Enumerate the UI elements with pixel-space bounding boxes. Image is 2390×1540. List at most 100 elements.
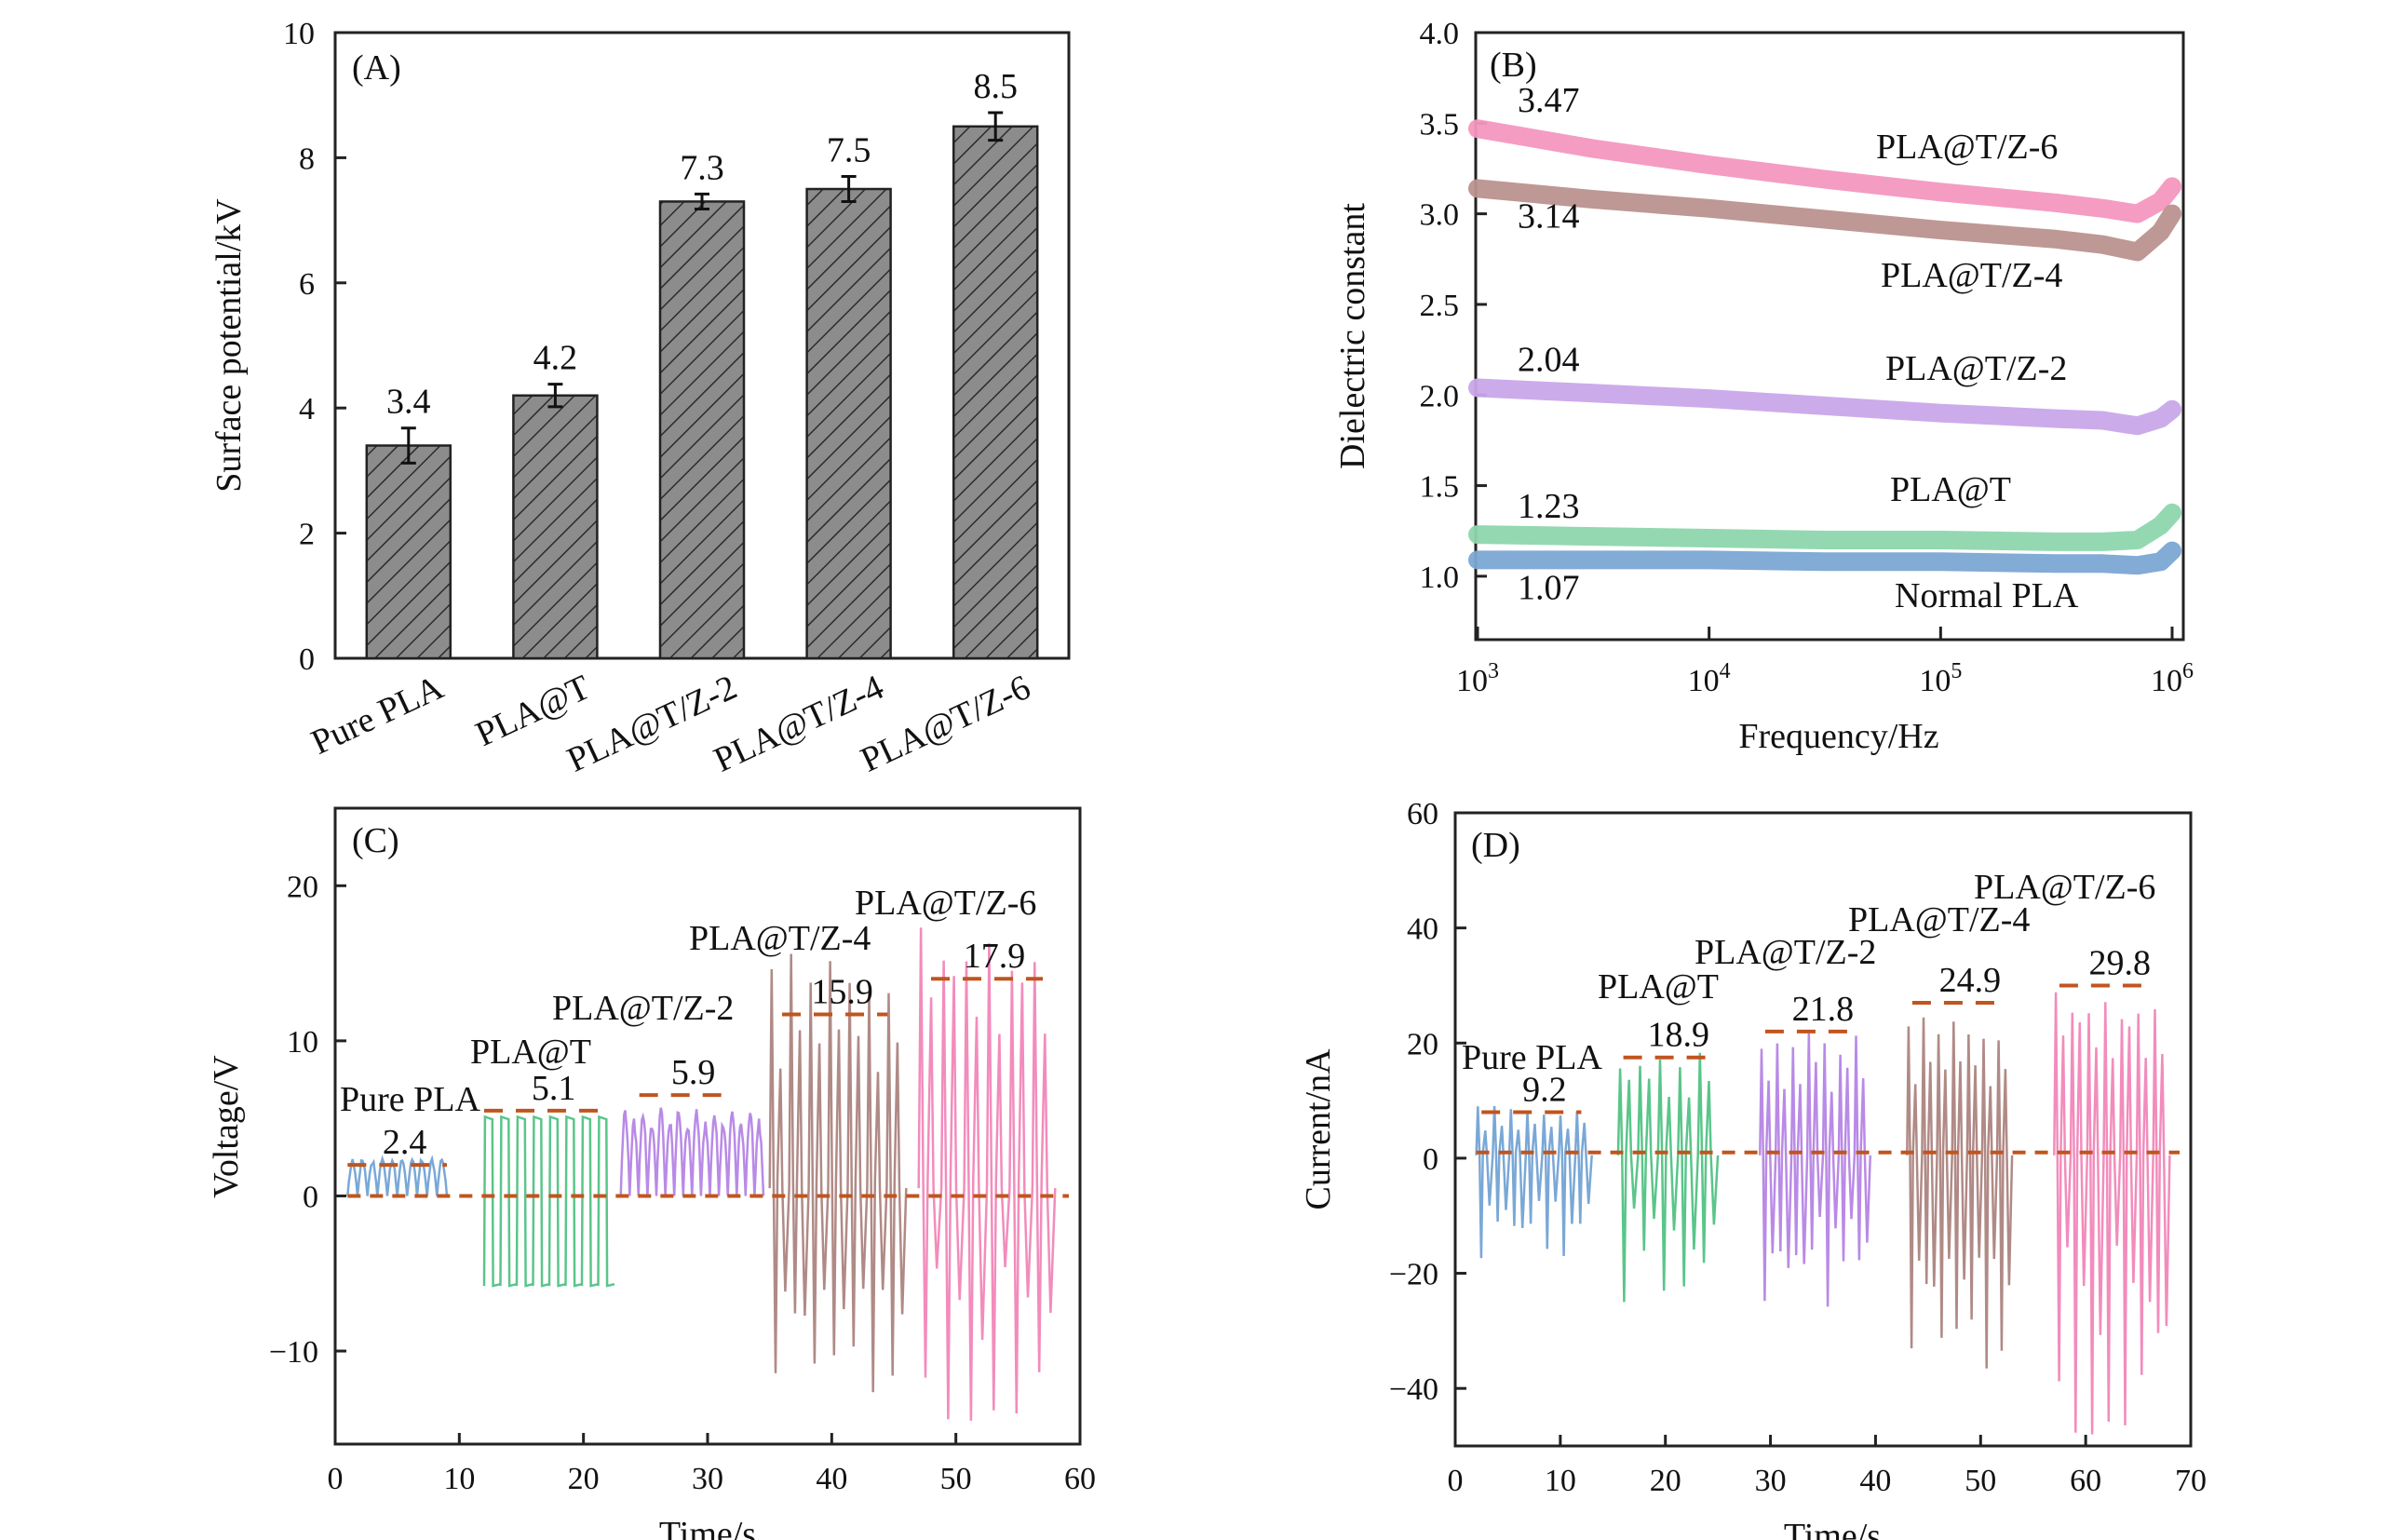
series-line <box>1468 378 2181 436</box>
series-label: PLA@T/Z-4 <box>1848 900 2030 939</box>
series-label: Pure PLA <box>340 1080 481 1119</box>
x-tick-label: 10 <box>443 1462 475 1496</box>
data-label: 7.5 <box>827 131 871 170</box>
series-line <box>1468 179 2181 262</box>
y-tick-label: −40 <box>1389 1372 1438 1407</box>
series-label: PLA@T/Z-6 <box>855 884 1036 923</box>
y-tick-label: 6 <box>299 267 315 302</box>
y-tick-label: 1.5 <box>1420 470 1460 505</box>
y-tick-label: 10 <box>287 1025 318 1060</box>
signal-trace <box>482 1114 615 1288</box>
x-tick-base: 10 <box>2151 664 2182 698</box>
y-tick-label: 2.0 <box>1420 379 1460 413</box>
x-tick-exponent: 5 <box>1951 659 1962 683</box>
start-value-label: 3.14 <box>1518 196 1580 236</box>
x-tick-base: 10 <box>1456 664 1488 698</box>
start-value-label: 3.47 <box>1518 81 1580 120</box>
panel-c-x-axis-label: Time/s <box>659 1515 756 1540</box>
bar <box>952 125 1039 660</box>
series-label: PLA@T/Z-2 <box>552 989 734 1028</box>
x-tick-label: 40 <box>816 1462 847 1496</box>
series-label: PLA@T <box>1598 967 1719 1006</box>
panel-c-y-axis-label: Voltage/V <box>207 1055 246 1198</box>
x-tick-label: 60 <box>2070 1464 2101 1498</box>
bar <box>805 187 892 660</box>
signal-trace <box>1616 1052 1720 1303</box>
peak-value-label: 21.8 <box>1792 990 1855 1029</box>
x-tick-label: 50 <box>940 1462 972 1496</box>
series-label: PLA@T/Z-2 <box>1885 349 2067 388</box>
series-label: PLA@T/Z-4 <box>689 919 871 958</box>
peak-value-label: 9.2 <box>1522 1070 1567 1109</box>
y-tick-label: 0 <box>1423 1142 1438 1177</box>
y-tick-label: 10 <box>283 17 315 51</box>
y-tick-label: 1.0 <box>1420 561 1460 595</box>
series-label: PLA@T/Z-4 <box>1881 256 2062 295</box>
bar <box>365 444 452 660</box>
y-tick-label: 3.0 <box>1420 198 1460 233</box>
peak-value-label: 15.9 <box>811 973 873 1012</box>
panel-c-label: (C) <box>352 821 399 860</box>
series-label: PLA@T <box>1890 470 2011 509</box>
y-tick-label: −20 <box>1389 1258 1438 1292</box>
signal-trace <box>1475 1106 1593 1259</box>
y-tick-label: −10 <box>269 1335 318 1370</box>
start-value-label: 1.07 <box>1518 568 1580 607</box>
x-tick-label: 10 <box>1545 1464 1576 1498</box>
data-label: 4.2 <box>533 339 578 378</box>
panel-d-line-chart: (D) Current/nA Time/s 0 10 20 30 40 50 60 70 −40… <box>1299 797 2207 1540</box>
x-tick-label: 30 <box>692 1462 723 1496</box>
x-tick-label: 0 <box>328 1462 344 1496</box>
peak-value-label: 5.9 <box>671 1053 716 1092</box>
signal-trace <box>1759 1033 1872 1307</box>
data-label: 7.3 <box>680 148 724 187</box>
x-tick-exponent: 6 <box>2182 659 2194 683</box>
series-line <box>1468 541 2181 575</box>
series-label: Pure PLA <box>1462 1038 1603 1077</box>
y-tick-label: 0 <box>303 1180 318 1214</box>
y-tick-label: 4.0 <box>1420 17 1460 51</box>
x-tick-label: 106 <box>2151 659 2194 698</box>
start-value-label: 2.04 <box>1518 340 1580 379</box>
series-label: PLA@T/Z-2 <box>1695 933 1876 972</box>
series-label: PLA@T/Z-6 <box>1876 128 2058 167</box>
panel-d-x-axis-label: Time/s <box>1784 1517 1881 1540</box>
signal-trace <box>2053 992 2171 1435</box>
panel-b-frame <box>1474 31 2185 642</box>
peak-value-label: 2.4 <box>383 1123 427 1162</box>
x-tick-label: 104 <box>1688 659 1731 698</box>
panel-b-line-chart: (B) Dielectric constant Frequency/Hz 1.0… <box>1333 17 2194 756</box>
series-label: PLA@T/Z-6 <box>1974 868 2155 907</box>
panel-b-label: (B) <box>1490 46 1537 85</box>
signal-trace <box>1906 1017 2014 1369</box>
y-tick-label: 3.5 <box>1420 107 1460 142</box>
x-tick-label: 30 <box>1755 1464 1787 1498</box>
y-tick-label: 8 <box>299 142 315 176</box>
peak-value-label: 5.1 <box>532 1069 576 1108</box>
x-tick-label: PLA@T/Z-4 <box>709 668 890 780</box>
panel-a-y-axis-label: Surface potential/kV <box>209 198 249 493</box>
x-tick-label: 70 <box>2175 1464 2207 1498</box>
x-tick-label: 50 <box>1965 1464 1996 1498</box>
signal-trace <box>917 927 1057 1421</box>
y-tick-label: 20 <box>287 870 318 904</box>
data-label: 8.5 <box>973 67 1018 106</box>
x-tick-label: PLA@T/Z-6 <box>855 668 1036 780</box>
x-tick-label: 60 <box>1064 1462 1096 1496</box>
start-value-label: 1.23 <box>1518 487 1580 526</box>
series-label: Normal PLA <box>1895 576 2079 615</box>
x-tick-label: PLA@T/Z-2 <box>561 668 743 780</box>
x-tick-base: 10 <box>1919 664 1951 698</box>
y-tick-label: 40 <box>1407 912 1438 947</box>
panel-a-bar-chart: (A) Surface potential/kV 0 2 4 6 8 10 Pure PLA… <box>209 17 1071 780</box>
x-tick-exponent: 3 <box>1488 659 1499 683</box>
peak-value-label: 29.8 <box>2088 943 2151 982</box>
x-tick-base: 10 <box>1688 664 1720 698</box>
signal-trace <box>768 953 908 1393</box>
x-tick-label: 105 <box>1919 659 1962 698</box>
bar <box>658 200 746 660</box>
series-label: PLA@T <box>470 1033 591 1072</box>
y-tick-label: 4 <box>299 392 315 426</box>
y-tick-label: 2 <box>299 518 315 552</box>
